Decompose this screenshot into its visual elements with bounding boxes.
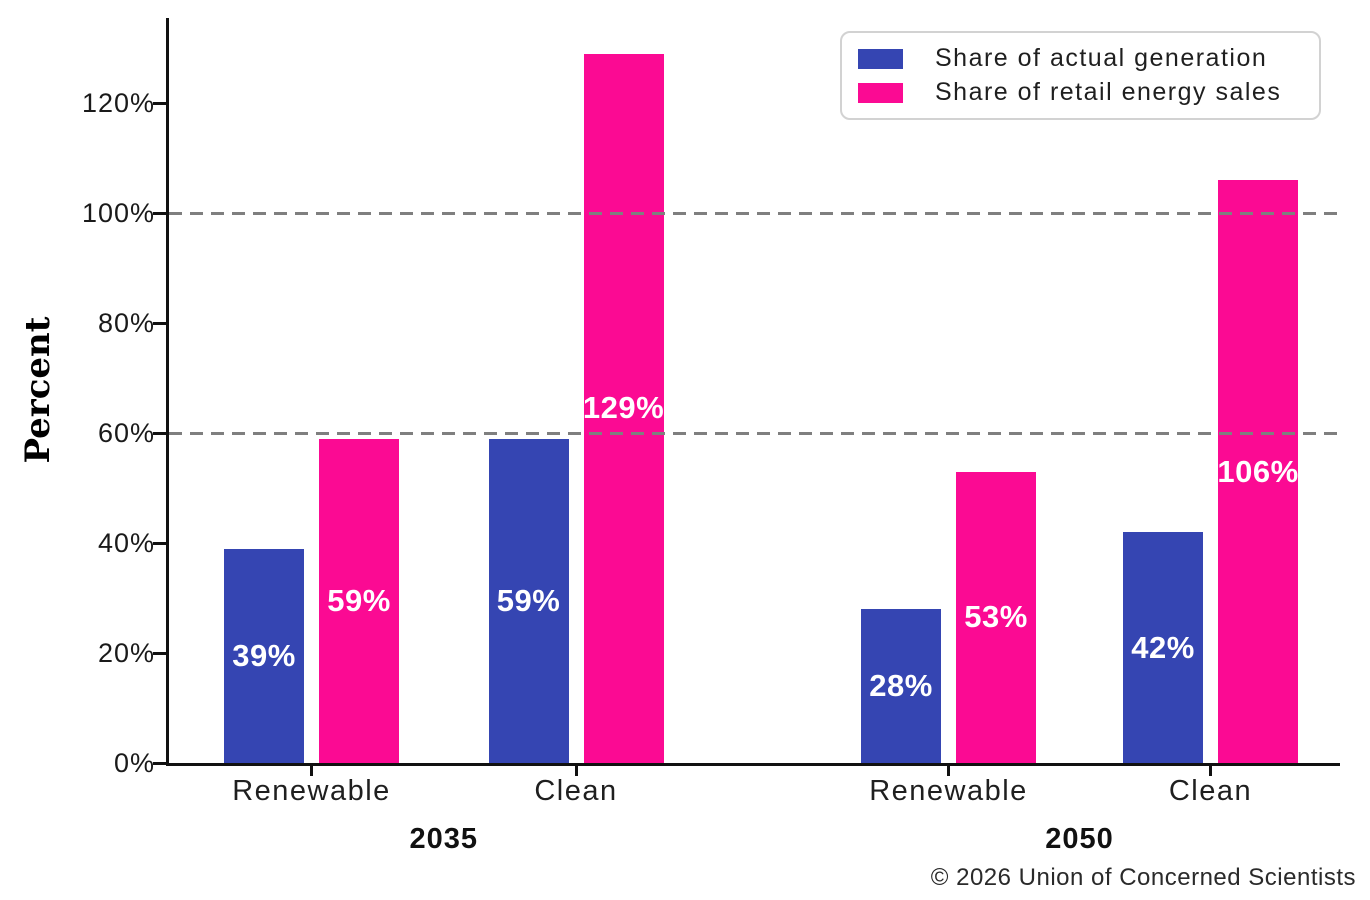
- bar-value-label: 39%: [232, 637, 296, 673]
- x-tick-mark: [1209, 763, 1212, 776]
- bar-retail-clean-2050: 106%: [1217, 180, 1299, 763]
- category-label-clean-2035: Clean: [534, 775, 618, 807]
- bar-actual-renewable-2035: 39%: [224, 548, 304, 763]
- y-tick-mark: [153, 211, 166, 215]
- gridline-60pct: [169, 431, 1340, 435]
- bar-actual-renewable-2050: 28%: [861, 609, 941, 763]
- legend-label-retail-sales: Share of retail energy sales: [935, 78, 1282, 106]
- category-label-clean-2050: Clean: [1168, 775, 1253, 807]
- y-tick-label: 0%: [113, 748, 155, 778]
- y-tick-mark: [153, 761, 166, 765]
- y-tick-mark: [153, 431, 166, 435]
- y-tick-label: 120%: [81, 88, 155, 119]
- bar-retail-renewable-2035: 59%: [319, 438, 399, 763]
- x-tick-mark: [574, 763, 578, 776]
- bar-value-label: 28%: [869, 668, 933, 704]
- x-tick-mark: [310, 763, 313, 776]
- bar-value-label: 129%: [582, 390, 665, 426]
- legend-item-actual-generation: Share of actual generation: [858, 44, 1303, 73]
- y-tick-label: 100%: [81, 198, 155, 229]
- bar-actual-clean-2050: 42%: [1123, 532, 1203, 763]
- legend-swatch-actual-generation: [858, 48, 903, 69]
- bar-value-label: 59%: [327, 582, 391, 618]
- plot-area: 0% 20% 40% 60% 80% 100% 120% 39% 59% 28% 42% 59% 129…: [82, 18, 1340, 855]
- legend: Share of actual generation Share of reta…: [840, 31, 1321, 120]
- bar-value-label: 59%: [496, 582, 561, 618]
- bar-value-label: 106%: [1217, 453, 1299, 489]
- y-tick-label: 20%: [97, 638, 155, 669]
- y-tick-mark: [153, 651, 166, 655]
- y-tick-mark: [153, 101, 166, 105]
- y-tick-mark: [153, 321, 166, 325]
- year-label-2050: 2050: [1045, 823, 1114, 855]
- y-axis-title: Percent: [18, 316, 58, 464]
- category-label-renewable-2035: Renewable: [232, 775, 391, 807]
- legend-swatch-retail-sales: [858, 82, 903, 103]
- x-tick-mark: [947, 763, 950, 776]
- year-label-2035: 2035: [409, 823, 479, 855]
- bar-actual-clean-2035: 59%: [488, 438, 569, 763]
- y-tick-label: 60%: [97, 418, 155, 449]
- gridline-100pct: [169, 211, 1340, 215]
- y-tick-label: 80%: [97, 308, 155, 339]
- legend-item-retail-sales: Share of retail energy sales: [858, 78, 1303, 107]
- bar-retail-renewable-2050: 53%: [956, 471, 1036, 763]
- bar-value-label: 53%: [964, 599, 1028, 635]
- legend-label-actual-generation: Share of actual generation: [935, 44, 1268, 72]
- bar-retail-clean-2035: 129%: [582, 53, 665, 763]
- category-label-renewable-2050: Renewable: [869, 775, 1028, 807]
- y-tick-mark: [153, 541, 166, 545]
- y-tick-label: 40%: [97, 528, 155, 559]
- copyright-credit: © 2026 Union of Concerned Scientists: [930, 864, 1356, 891]
- bar-value-label: 42%: [1131, 629, 1195, 665]
